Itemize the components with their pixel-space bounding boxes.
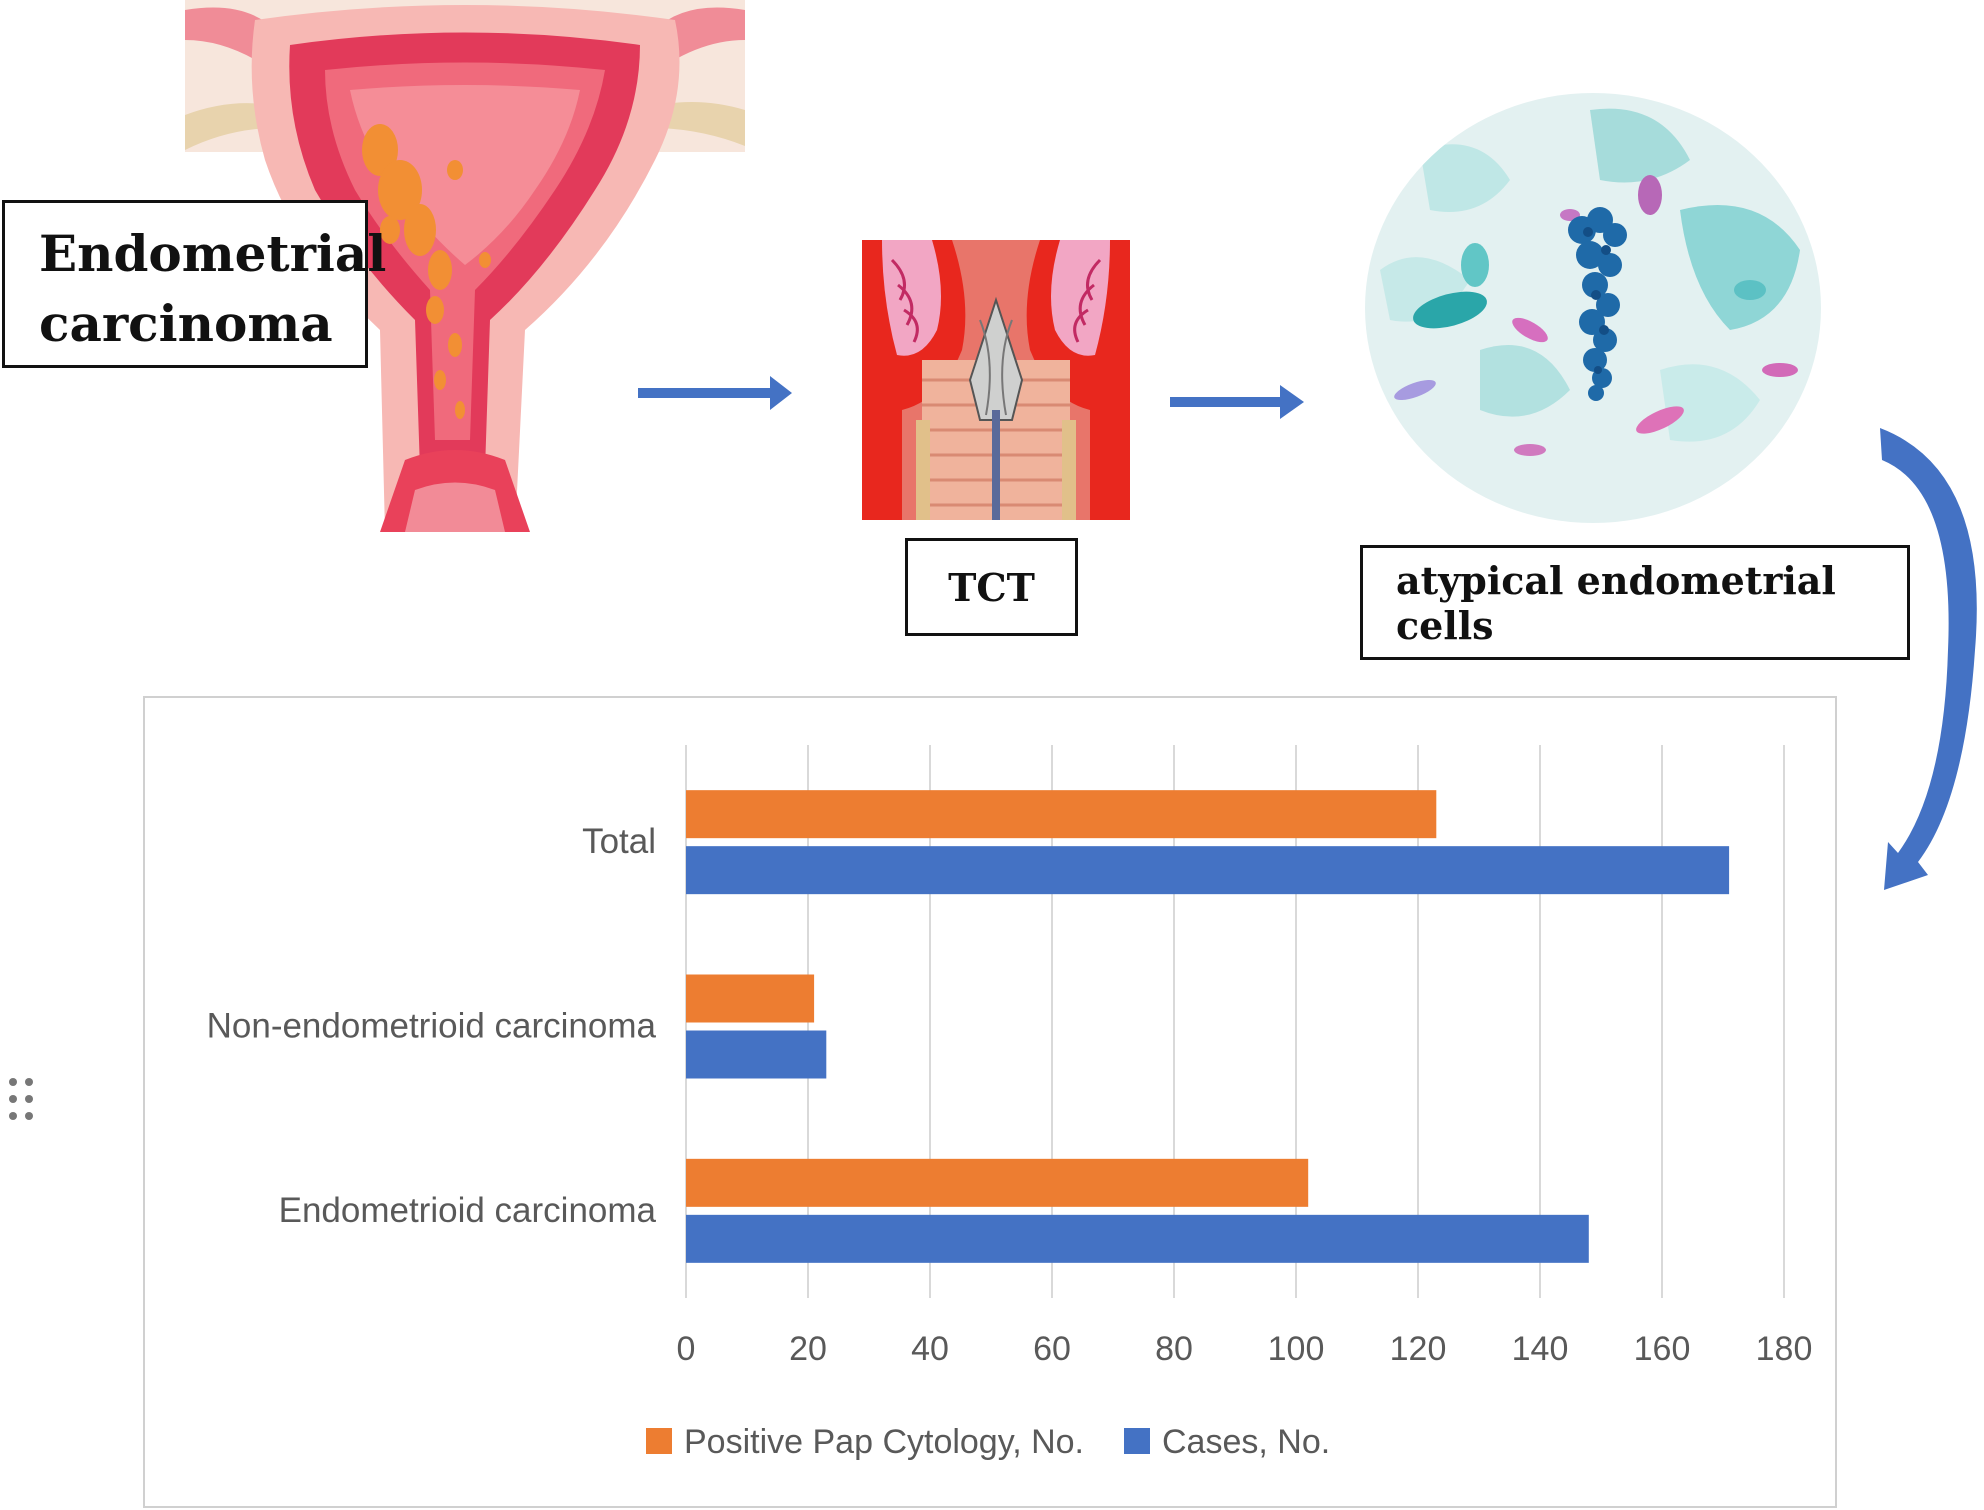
- x-tick-label: 160: [1634, 1330, 1691, 1368]
- tct-label: TCT: [905, 538, 1078, 636]
- bar-cases-1: [686, 1030, 827, 1079]
- x-tick-label: 180: [1756, 1330, 1813, 1368]
- legend-swatch: [1124, 1428, 1150, 1454]
- arrow-2: [1170, 385, 1304, 419]
- x-tick-label: 140: [1512, 1330, 1569, 1368]
- bar-positive-1: [686, 974, 815, 1023]
- x-tick-label: 100: [1268, 1330, 1325, 1368]
- category-label: Non-endometrioid carcinoma: [207, 1007, 657, 1046]
- brush-sampling-illustration: [862, 240, 1130, 520]
- uterus-illustration: [185, 0, 745, 532]
- legend-label: Positive Pap Cytology, No.: [684, 1423, 1084, 1461]
- curved-arrow: [1880, 428, 1977, 890]
- bar-positive-2: [686, 790, 1437, 839]
- x-tick-label: 20: [789, 1330, 827, 1368]
- legend-swatch: [646, 1428, 672, 1454]
- arrow-1: [638, 376, 792, 410]
- x-tick-label: 0: [677, 1330, 696, 1368]
- category-label: Endometrioid carcinoma: [279, 1191, 657, 1230]
- x-tick-label: 40: [911, 1330, 949, 1368]
- drag-handle-icon[interactable]: [6, 1075, 38, 1127]
- x-tick-label: 120: [1390, 1330, 1447, 1368]
- atypical-cells-label: atypical endometrial cells: [1360, 545, 1910, 660]
- endometrial-carcinoma-label: Endometrial carcinoma: [2, 200, 386, 368]
- bar-cases-2: [686, 846, 1730, 895]
- bar-positive-0: [686, 1158, 1309, 1207]
- x-tick-label: 60: [1033, 1330, 1071, 1368]
- cytology-micrograph: [1365, 93, 1821, 523]
- category-label: Total: [582, 822, 656, 861]
- legend-label: Cases, No.: [1162, 1423, 1330, 1461]
- bar-cases-0: [686, 1214, 1589, 1263]
- x-tick-label: 80: [1155, 1330, 1193, 1368]
